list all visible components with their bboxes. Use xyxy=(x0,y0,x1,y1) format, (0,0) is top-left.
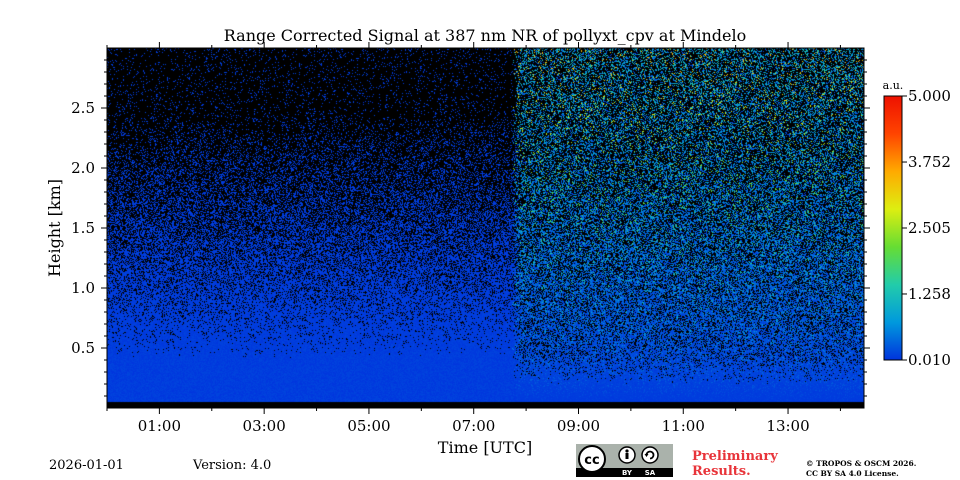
cc-license-badge: cc BY SA xyxy=(576,444,673,477)
colorbar-tick-label: 5.000 xyxy=(908,87,951,105)
colorbar-tick-label: 0.010 xyxy=(908,351,951,369)
cc-icon: cc xyxy=(584,453,599,468)
sa-icon xyxy=(641,446,659,464)
footer-version: Version: 4.0 xyxy=(193,458,272,473)
colorbar-tick-label: 1.258 xyxy=(908,285,951,303)
copyright-notice: © TROPOS & OSCM 2026. CC BY SA 4.0 Licen… xyxy=(806,459,916,479)
y-axis: 0.5 1.0 1.5 2.0 2.5 xyxy=(71,59,870,397)
colorbar-ticks: 0.010 1.258 2.505 3.752 5.000 xyxy=(902,87,951,369)
footer-date: 2026-01-01 xyxy=(49,458,124,473)
x-axis-label: Time [UTC] xyxy=(438,438,532,457)
chart-title: Range Corrected Signal at 387 nm NR of p… xyxy=(224,26,747,45)
y-tick-label: 0.5 xyxy=(71,339,95,357)
y-tick-label: 2.0 xyxy=(71,159,95,177)
cc-sa-label: SA xyxy=(645,469,656,477)
x-tick-label: 09:00 xyxy=(557,417,600,435)
cc-by-label: BY xyxy=(622,469,633,477)
colorbar-tick-label: 2.505 xyxy=(908,219,951,237)
x-tick-label: 13:00 xyxy=(766,417,809,435)
heatmap-canvas xyxy=(107,48,864,408)
x-tick-label: 03:00 xyxy=(243,417,286,435)
colorbar-unit-label: a.u. xyxy=(883,79,904,92)
colorbar xyxy=(883,95,903,361)
copyright-line-1: © TROPOS & OSCM 2026. xyxy=(806,459,917,468)
preliminary-results-note: Preliminary Results. xyxy=(692,449,778,479)
x-tick-label: 07:00 xyxy=(452,417,495,435)
y-tick-label: 1.5 xyxy=(71,219,95,237)
x-tick-label: 05:00 xyxy=(347,417,390,435)
x-tick-label: 01:00 xyxy=(138,417,181,435)
colorbar-tick-label: 3.752 xyxy=(908,153,951,171)
heatmap-canvas-wrap xyxy=(107,48,864,408)
y-tick-label: 2.5 xyxy=(71,99,95,117)
copyright-line-2: CC BY SA 4.0 License. xyxy=(806,469,899,478)
y-tick-label: 1.0 xyxy=(71,279,95,297)
x-tick-label: 11:00 xyxy=(662,417,705,435)
y-axis-label: Height [km] xyxy=(45,179,64,277)
x-axis: 01:00 03:00 05:00 07:00 09:00 11:00 13:00 xyxy=(106,42,841,435)
